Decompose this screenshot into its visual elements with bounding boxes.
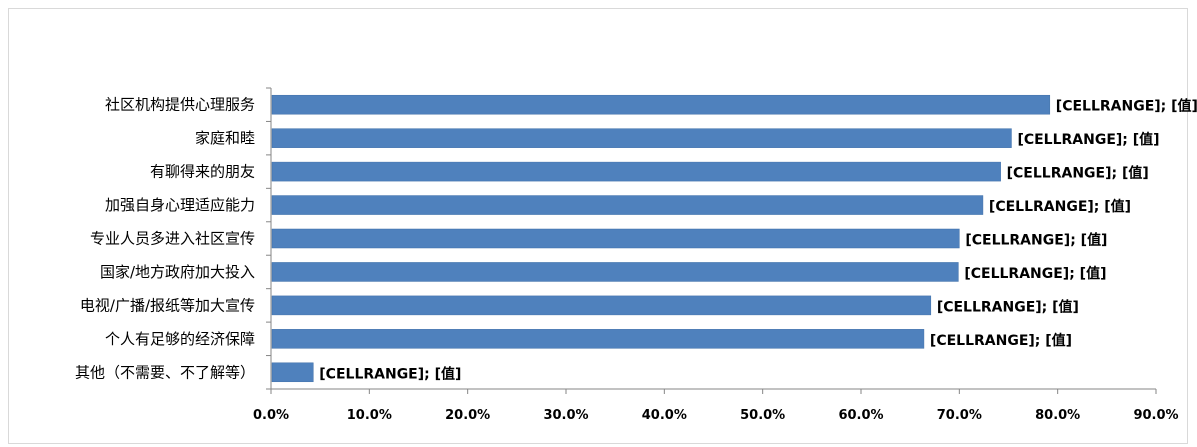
bar [271, 362, 314, 383]
chart-frame [8, 8, 1188, 444]
category-label: 电视/广播/报纸等加大宣传 [80, 296, 255, 314]
bar [271, 161, 1001, 182]
x-tick-label: 90.0% [1133, 408, 1178, 423]
chart-bars [271, 94, 1051, 383]
x-tick-label: 0.0% [253, 408, 289, 423]
bar [271, 94, 1051, 115]
category-label: 国家/地方政府加大投入 [100, 263, 255, 281]
category-label: 个人有足够的经济保障 [105, 330, 255, 348]
data-label: [CELLRANGE]; [值] [1056, 98, 1197, 115]
category-label: 加强自身心理适应能力 [105, 196, 255, 214]
category-label: 专业人员多进入社区宣传 [90, 230, 255, 248]
chart-axes: 0.0% 10.0% 20.0% 30.0% 40.0% 50.0% 60.0% 70.0% 8… [253, 87, 1179, 423]
category-label: 家庭和睦 [195, 129, 255, 147]
chart-labels: 社区机构提供心理服务 [CELLRANGE]; [值] 家庭和睦 [CELLRANGE… [75, 96, 1197, 383]
bar [271, 228, 960, 249]
bar [271, 262, 959, 282]
x-tick-label: 10.0% [347, 408, 392, 423]
category-label: 社区机构提供心理服务 [105, 96, 255, 114]
data-label: [CELLRANGE]; [值] [965, 232, 1107, 249]
category-label: 有聊得来的朋友 [150, 163, 255, 181]
data-label: [CELLRANGE]; [值] [937, 298, 1079, 315]
data-label: [CELLRANGE]; [值] [1007, 165, 1149, 182]
x-tick-label: 20.0% [445, 408, 490, 423]
bar [271, 195, 984, 215]
bar [271, 329, 925, 349]
data-label: [CELLRANGE]; [值] [1017, 131, 1159, 148]
x-tick-label: 70.0% [937, 408, 982, 423]
bar [271, 128, 1012, 148]
x-tick-label: 60.0% [838, 408, 883, 423]
data-label: [CELLRANGE]; [值] [319, 365, 461, 382]
data-label: [CELLRANGE]; [值] [964, 265, 1106, 282]
data-label: [CELLRANGE]; [值] [989, 198, 1131, 215]
x-tick-label: 30.0% [543, 408, 588, 423]
bar [271, 295, 932, 316]
data-label: [CELLRANGE]; [值] [930, 332, 1072, 349]
x-tick-label: 80.0% [1035, 408, 1080, 423]
x-tick-label: 50.0% [740, 408, 785, 423]
category-label: 其他（不需要、不了解等） [75, 363, 255, 381]
x-tick-label: 40.0% [642, 408, 687, 423]
